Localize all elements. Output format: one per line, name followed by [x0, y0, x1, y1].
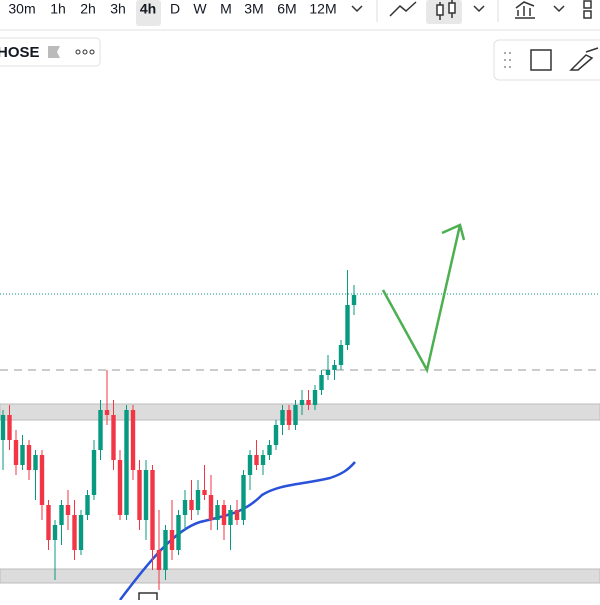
- candle-body: [189, 500, 194, 510]
- candle-body: [104, 410, 110, 415]
- symbol-name[interactable]: HOSE: [0, 44, 40, 61]
- candle-body: [156, 550, 162, 570]
- candle-body: [137, 470, 142, 520]
- candle-body: [280, 410, 285, 425]
- candle-body: [267, 445, 272, 455]
- candle-body: [59, 505, 64, 525]
- candle-body: [33, 455, 38, 470]
- brush-tool[interactable]: [569, 47, 599, 71]
- candle-body: [150, 470, 155, 550]
- top-toolbar: 30m 1h 2h 3h 4h D W M 3M 6M 12M: [0, 0, 600, 31]
- indicators-button[interactable]: [515, 1, 535, 19]
- timeframe-button[interactable]: 12M: [309, 1, 336, 17]
- candle-body: [163, 530, 168, 570]
- timeframe-button[interactable]: 6M: [277, 1, 296, 17]
- drag-handle[interactable]: [504, 52, 511, 68]
- candle-body: [182, 500, 188, 515]
- marker-icon: [138, 592, 158, 605]
- timeframe-button[interactable]: 4h: [140, 1, 156, 17]
- chevron[interactable]: [553, 5, 565, 13]
- timeframe-button[interactable]: 1h: [50, 1, 66, 17]
- candle-body: [26, 445, 32, 470]
- candle-body: [234, 510, 240, 520]
- timeframe-button[interactable]: 3h: [110, 1, 126, 17]
- more-button[interactable]: [82, 49, 88, 55]
- candle-body: [260, 455, 266, 465]
- candle-body: [319, 375, 324, 390]
- candle-body: [124, 410, 129, 515]
- timeframe-button[interactable]: 2h: [80, 1, 96, 17]
- candle-body: [312, 390, 318, 405]
- rectangle-tool[interactable]: [530, 49, 552, 71]
- candle-body: [351, 295, 357, 305]
- candle-body: [215, 505, 220, 520]
- drawing-toolbar: [493, 39, 600, 81]
- layout-button[interactable]: [583, 0, 592, 9]
- moving-average: [119, 461, 356, 601]
- chevron[interactable]: [473, 5, 485, 13]
- candle-button[interactable]: [426, 0, 462, 24]
- zone: [0, 403, 600, 421]
- layout-button[interactable]: [583, 10, 592, 19]
- timeframe-button[interactable]: 3M: [244, 1, 263, 17]
- candle-body: [98, 410, 103, 450]
- candle-body: [52, 525, 58, 540]
- candle-body: [111, 415, 116, 460]
- candle-body: [254, 455, 259, 465]
- candle-body: [286, 410, 292, 425]
- candle-body: [293, 405, 298, 425]
- candle-body: [39, 455, 45, 505]
- toolbar-bg: [0, 0, 600, 30]
- symbol-box: HOSE: [0, 37, 101, 67]
- candle-body: [247, 455, 253, 475]
- candle-body: [176, 515, 181, 550]
- timeframe-button[interactable]: 30m: [8, 1, 35, 17]
- candle-body: [273, 425, 279, 445]
- timeframe-button[interactable]: M: [220, 1, 232, 17]
- more-button[interactable]: [75, 49, 81, 55]
- candle-body: [325, 370, 331, 375]
- flag-icon[interactable]: [48, 46, 60, 58]
- candle-body: [241, 475, 246, 520]
- timeframe-button[interactable]: D: [170, 1, 180, 17]
- candle-body: [202, 490, 207, 495]
- chevron[interactable]: [351, 5, 363, 13]
- line-chart-button[interactable]: [389, 1, 417, 17]
- candle-body: [91, 450, 97, 495]
- timeframe-button[interactable]: W: [193, 1, 207, 17]
- projection-arrow: [381, 223, 466, 374]
- candle-body: [0, 415, 6, 440]
- candle-body: [7, 415, 12, 440]
- candle-body: [345, 305, 350, 345]
- candle-body: [299, 400, 305, 405]
- candle-body: [228, 510, 233, 525]
- candle-body: [221, 505, 227, 525]
- candle-body: [46, 505, 51, 540]
- candle-body: [117, 460, 123, 515]
- candle-body: [13, 440, 19, 465]
- active-bg: [136, 0, 161, 26]
- candle-body: [143, 470, 149, 520]
- candle-body: [85, 495, 90, 515]
- candle-body: [195, 490, 201, 510]
- candle-body: [338, 345, 344, 365]
- plot-area: [0, 223, 600, 605]
- candle-body: [332, 365, 337, 370]
- candle-body: [130, 410, 136, 470]
- candle-body: [169, 530, 175, 550]
- candle-body: [65, 505, 71, 515]
- candle-body: [306, 400, 311, 405]
- candle-body: [208, 495, 214, 520]
- candle-body: [72, 515, 77, 550]
- candle-body: [78, 515, 84, 550]
- candle-icon: [448, 2, 456, 14]
- more-button[interactable]: [89, 49, 95, 55]
- zone: [0, 568, 600, 584]
- candle-body: [20, 445, 25, 465]
- candle-icon: [436, 4, 444, 16]
